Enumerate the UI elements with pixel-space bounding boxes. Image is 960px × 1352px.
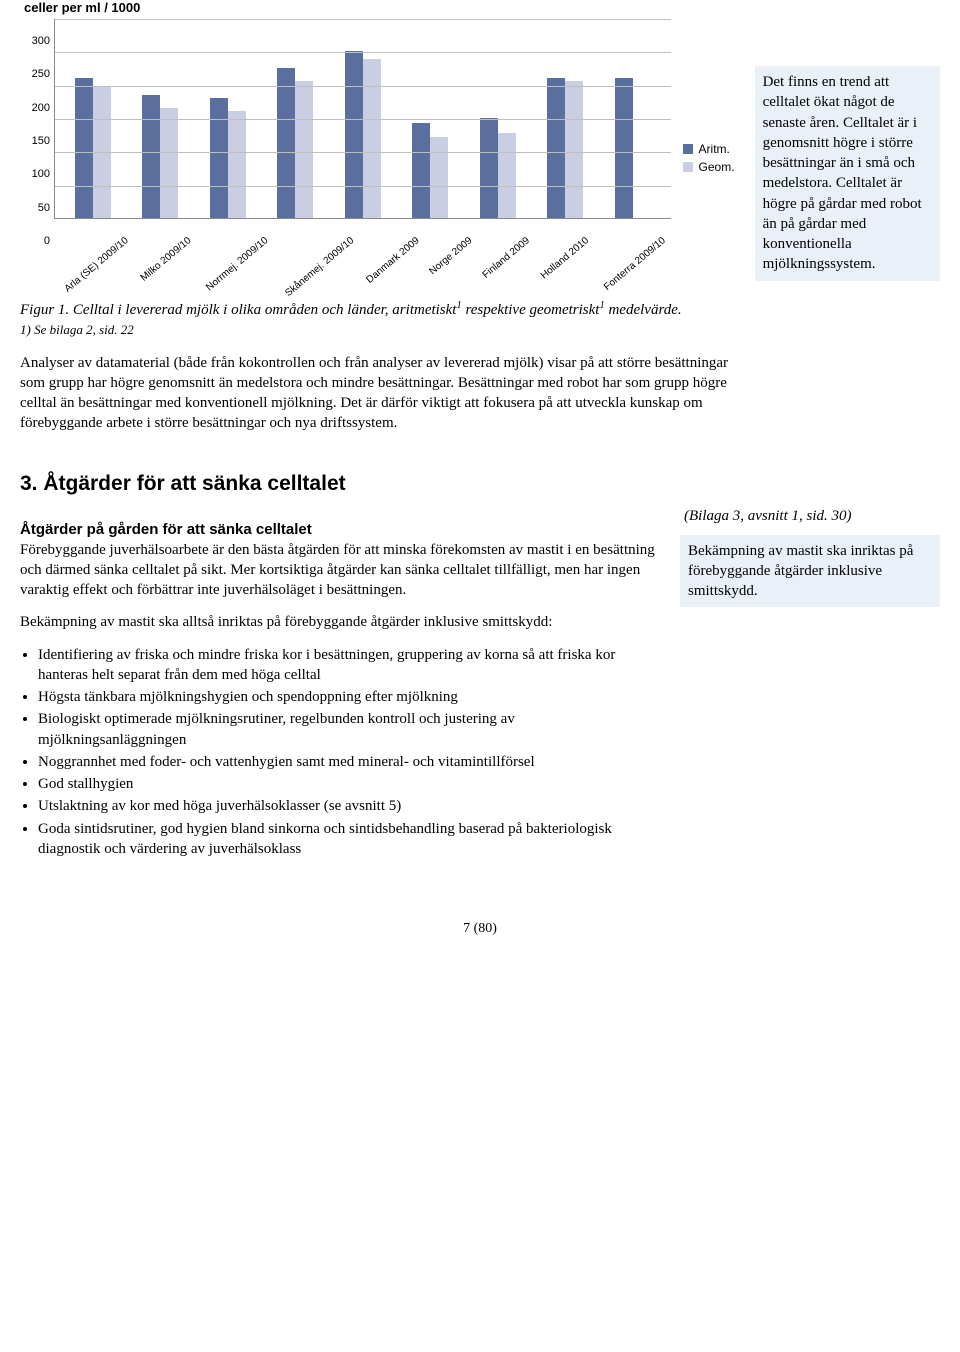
measures-bullets: Identifiering av friska och mindre frisk… xyxy=(20,645,660,860)
bar xyxy=(412,123,430,218)
ytick-label: 0 xyxy=(20,235,50,247)
legend-geom: Geom. xyxy=(683,160,735,174)
analysis-paragraph: Analyser av datamaterial (både från koko… xyxy=(20,353,735,434)
legend-label-aritm: Aritm. xyxy=(699,142,730,156)
bar-group xyxy=(599,78,667,218)
bar xyxy=(295,81,313,218)
chart-area: 0 50 100 150 200 250 300 Arla (SE) 2009/10Milk… xyxy=(20,19,735,297)
ytick-label: 50 xyxy=(20,202,50,214)
gridline xyxy=(55,19,671,20)
bar-group xyxy=(262,68,330,218)
bar xyxy=(480,118,498,218)
side-column-1: Det finns en trend att celltalet ökat nå… xyxy=(755,0,940,446)
legend-label-geom: Geom. xyxy=(699,160,735,174)
bar-group xyxy=(532,78,600,218)
chart-grid xyxy=(54,19,671,219)
bullet-item: Utslaktning av kor med höga juverhälsokl… xyxy=(38,796,660,816)
ytick-label: 250 xyxy=(20,68,50,80)
measures-subheading: Åtgärder på gården för att sänka celltal… xyxy=(20,521,660,538)
side-note-trend: Det finns en trend att celltalet ökat nå… xyxy=(755,66,940,281)
bar xyxy=(430,137,448,218)
chart-column: celler per ml / 1000 0 50 100 150 200 250 300 … xyxy=(20,0,735,446)
bullet-item: Noggrannhet med foder- och vattenhygien … xyxy=(38,752,660,772)
legend-swatch-aritm xyxy=(683,144,693,154)
ytick-label: 200 xyxy=(20,102,50,114)
bar xyxy=(75,78,93,218)
xlabel: Arla (SE) 2009/10 xyxy=(54,219,134,297)
chart-section: celler per ml / 1000 0 50 100 150 200 250 300 … xyxy=(20,0,940,446)
bar-group xyxy=(329,51,397,218)
bar xyxy=(277,68,295,218)
bar xyxy=(363,59,381,218)
bullet-item: Identifiering av friska och mindre frisk… xyxy=(38,645,660,686)
measures-section: Åtgärder på gården för att sänka celltal… xyxy=(20,506,940,862)
bar xyxy=(547,78,565,218)
bullet-item: Goda sintidsrutiner, god hygien bland si… xyxy=(38,819,660,860)
legend-swatch-geom xyxy=(683,162,693,172)
measures-p1: Förebyggande juverhälsoarbete är den bäs… xyxy=(20,540,660,601)
figure-label: Figur 1. xyxy=(20,302,69,318)
bar xyxy=(345,51,363,218)
bar xyxy=(210,98,228,218)
side-ref-bilaga: (Bilaga 3, avsnitt 1, sid. 30) xyxy=(680,506,940,527)
gridline xyxy=(55,119,671,120)
gridline xyxy=(55,86,671,87)
ytick-label: 100 xyxy=(20,168,50,180)
gridline xyxy=(55,186,671,187)
bar xyxy=(615,78,633,218)
celltal-chart: celler per ml / 1000 0 50 100 150 200 250 300 … xyxy=(20,0,735,297)
bar-group xyxy=(397,123,465,218)
bar xyxy=(565,81,583,218)
bar xyxy=(498,133,516,218)
side-column-2: (Bilaga 3, avsnitt 1, sid. 30) Bekämpnin… xyxy=(680,506,940,862)
bar xyxy=(160,108,178,218)
section-heading: 3. Åtgärder för att sänka celltalet xyxy=(20,472,940,496)
bar-group xyxy=(464,118,532,218)
gridline xyxy=(55,152,671,153)
chart-ylabel: celler per ml / 1000 xyxy=(24,0,735,15)
bar-group xyxy=(127,95,195,218)
measures-main: Åtgärder på gården för att sänka celltal… xyxy=(20,506,660,862)
bar-group xyxy=(194,98,262,218)
bar xyxy=(142,95,160,218)
xlabel: Fonterra 2009/10 xyxy=(594,219,671,297)
chart-plot: 0 50 100 150 200 250 300 Arla (SE) 2009/10Milk… xyxy=(20,19,671,297)
chart-legend: Aritm. Geom. xyxy=(671,138,735,178)
chart-xlabels: Arla (SE) 2009/10Milko 2009/10Norrmej. 2… xyxy=(54,219,671,297)
ytick-label: 150 xyxy=(20,135,50,147)
page-number: 7 (80) xyxy=(20,921,940,937)
side-note-mastit: Bekämpning av mastit ska inriktas på för… xyxy=(680,535,940,608)
legend-aritm: Aritm. xyxy=(683,142,735,156)
bullet-item: Högsta tänkbara mjölkningshygien och spe… xyxy=(38,687,660,707)
measures-p2: Bekämpning av mastit ska alltså inriktas… xyxy=(20,612,660,632)
bullet-item: God stallhygien xyxy=(38,774,660,794)
ytick-label: 300 xyxy=(20,35,50,47)
bar-group xyxy=(59,78,127,218)
bullet-item: Biologiskt optimerade mjölkningsrutiner,… xyxy=(38,709,660,750)
xlabel: Norrmej. 2009/10 xyxy=(196,219,273,297)
bar xyxy=(228,111,246,218)
gridline xyxy=(55,52,671,53)
